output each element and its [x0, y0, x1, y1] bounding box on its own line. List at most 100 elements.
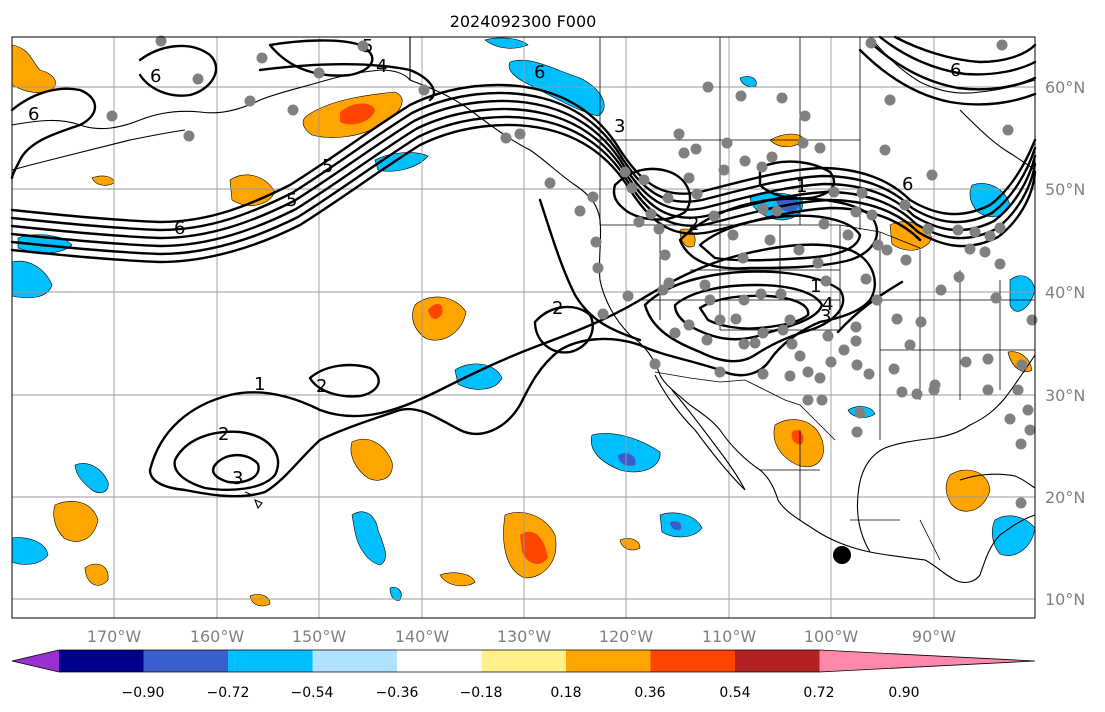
colorbar-tick-label: 0.54	[719, 685, 750, 701]
station-marker	[633, 216, 645, 228]
colorbar-segment	[735, 650, 820, 672]
contour-label: 6	[150, 66, 161, 87]
contour-label: 3	[232, 468, 243, 489]
station-marker	[896, 386, 908, 398]
contour-lines	[10, 35, 1037, 498]
station-marker	[718, 164, 730, 176]
strong-positive-anomaly-area	[520, 531, 548, 564]
station-marker	[884, 94, 896, 106]
lat-label: 60°N	[1045, 78, 1085, 97]
negative-anomaly-area	[991, 515, 1036, 556]
colorbar-tick-label: 0.18	[550, 685, 581, 701]
station-marker	[842, 229, 854, 241]
station-marker	[850, 206, 862, 218]
station-marker	[775, 288, 787, 300]
colorbar-extend-high	[819, 650, 1035, 672]
strong-negative-anomaly-area	[618, 453, 636, 466]
station-marker	[828, 186, 840, 198]
contour-label: 4	[822, 294, 833, 315]
contour-label: 2	[552, 298, 563, 319]
station-marker	[704, 294, 716, 306]
colorbar-segment	[312, 650, 398, 672]
station-marker	[814, 372, 826, 384]
station-marker	[662, 192, 674, 204]
colorbar-segment	[228, 650, 313, 672]
gulf-coastline	[856, 354, 1036, 553]
contour-label: 5	[286, 190, 297, 211]
contour-label: 6	[174, 218, 185, 239]
station-marker	[784, 314, 796, 326]
station-marker	[797, 137, 809, 149]
contour-label: 3	[820, 306, 831, 327]
highlight-marker	[833, 546, 851, 564]
station-marker	[802, 366, 814, 378]
lon-label: 140°W	[395, 627, 450, 646]
station-marker	[645, 208, 657, 220]
station-marker	[851, 426, 863, 438]
station-marker	[953, 271, 965, 283]
station-marker	[854, 407, 866, 419]
station-marker	[659, 249, 671, 261]
station-marker	[678, 147, 690, 159]
station-marker	[822, 330, 834, 342]
station-marker	[786, 338, 798, 350]
station-marker	[979, 246, 991, 258]
station-marker	[776, 92, 788, 104]
station-marker	[192, 73, 204, 85]
station-marker	[984, 230, 996, 242]
contour-label: 1	[254, 374, 265, 395]
latitude-labels: 60°N 50°N 40°N 30°N 20°N 10°N	[1045, 78, 1085, 609]
station-marker	[155, 35, 167, 47]
positive-anomaly-area	[84, 563, 109, 586]
station-marker	[757, 368, 769, 380]
lon-label: 120°W	[599, 627, 654, 646]
station-marker	[879, 144, 891, 156]
station-marker	[866, 209, 878, 221]
lat-label: 10°N	[1045, 590, 1085, 609]
positive-anomaly-area	[439, 572, 476, 587]
station-marker	[915, 316, 927, 328]
positive-anomaly-area	[350, 438, 393, 481]
station-marker	[357, 40, 369, 52]
strong-positive-anomaly-area	[340, 103, 375, 125]
colorbar-tick-label: 0.90	[888, 685, 919, 701]
aleutian-islands	[11, 129, 186, 171]
station-marker	[739, 155, 751, 167]
colorbar-tick-label: −0.36	[376, 685, 419, 701]
station-marker	[994, 222, 1006, 234]
colorbar-tick-label: −0.54	[291, 685, 334, 701]
colorbar-tick-labels: −0.90 −0.72 −0.54 −0.36 −0.18 0.18 0.36 …	[122, 685, 920, 701]
positive-anomaly-area	[53, 501, 99, 542]
station-marker	[777, 324, 789, 336]
colorbar: −0.90 −0.72 −0.54 −0.36 −0.18 0.18 0.36 …	[11, 649, 1036, 701]
station-marker	[871, 294, 883, 306]
station-marker	[982, 353, 994, 365]
station-marker	[587, 191, 599, 203]
colorbar-segment	[397, 650, 482, 672]
station-marker	[714, 366, 726, 378]
colorbar-tick-label: −0.18	[460, 685, 503, 701]
station-marker	[964, 243, 976, 255]
station-marker	[106, 110, 118, 122]
colorbar-segment	[481, 650, 567, 672]
station-marker	[737, 252, 749, 264]
station-marker	[766, 151, 778, 163]
colorbar-outline	[11, 649, 1036, 673]
station-marker	[990, 292, 1002, 304]
station-marker	[771, 205, 783, 217]
baja-peninsula	[654, 374, 746, 491]
station-marker	[699, 279, 711, 291]
station-marker	[313, 67, 325, 79]
station-marker	[756, 161, 768, 173]
station-marker	[619, 166, 631, 178]
positive-anomaly-area	[11, 44, 56, 93]
station-markers	[106, 35, 1038, 509]
station-marker	[690, 143, 702, 155]
station-marker	[287, 104, 299, 116]
station-marker	[1012, 384, 1024, 396]
station-marker	[1015, 438, 1027, 450]
contour-label: 2	[218, 424, 229, 445]
contour-label: 2	[316, 376, 327, 397]
station-marker	[183, 130, 195, 142]
